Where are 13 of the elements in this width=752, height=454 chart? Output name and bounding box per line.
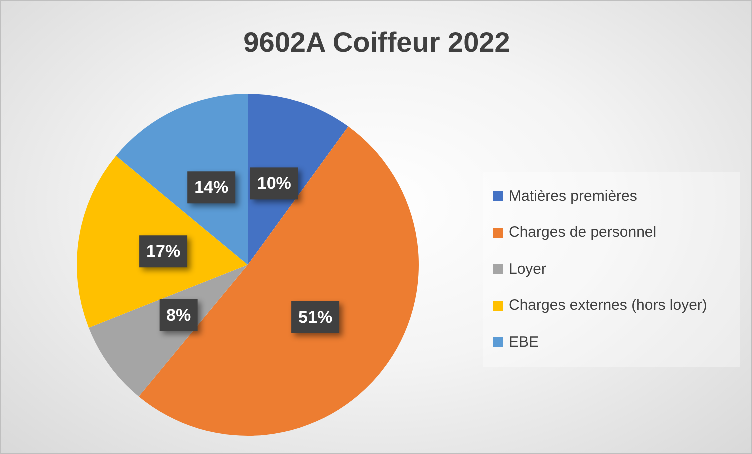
legend-label: Matières premières — [509, 188, 638, 205]
data-label: 8% — [166, 306, 192, 325]
legend-label: Loyer — [509, 260, 547, 278]
pie-slice — [139, 126, 419, 436]
chart-title: 9602A Coiffeur 2022 — [242, 26, 512, 60]
pie-slice — [77, 156, 248, 328]
data-label: 14% — [194, 178, 229, 198]
legend-label: Charges de personnel — [509, 224, 657, 242]
legend-label: EBE — [509, 334, 540, 351]
data-label: 17% — [146, 242, 181, 262]
data-label: 51% — [298, 308, 333, 327]
data-label: 10% — [257, 174, 292, 194]
legend-label: Charges externes (hors loyer) — [509, 297, 708, 314]
